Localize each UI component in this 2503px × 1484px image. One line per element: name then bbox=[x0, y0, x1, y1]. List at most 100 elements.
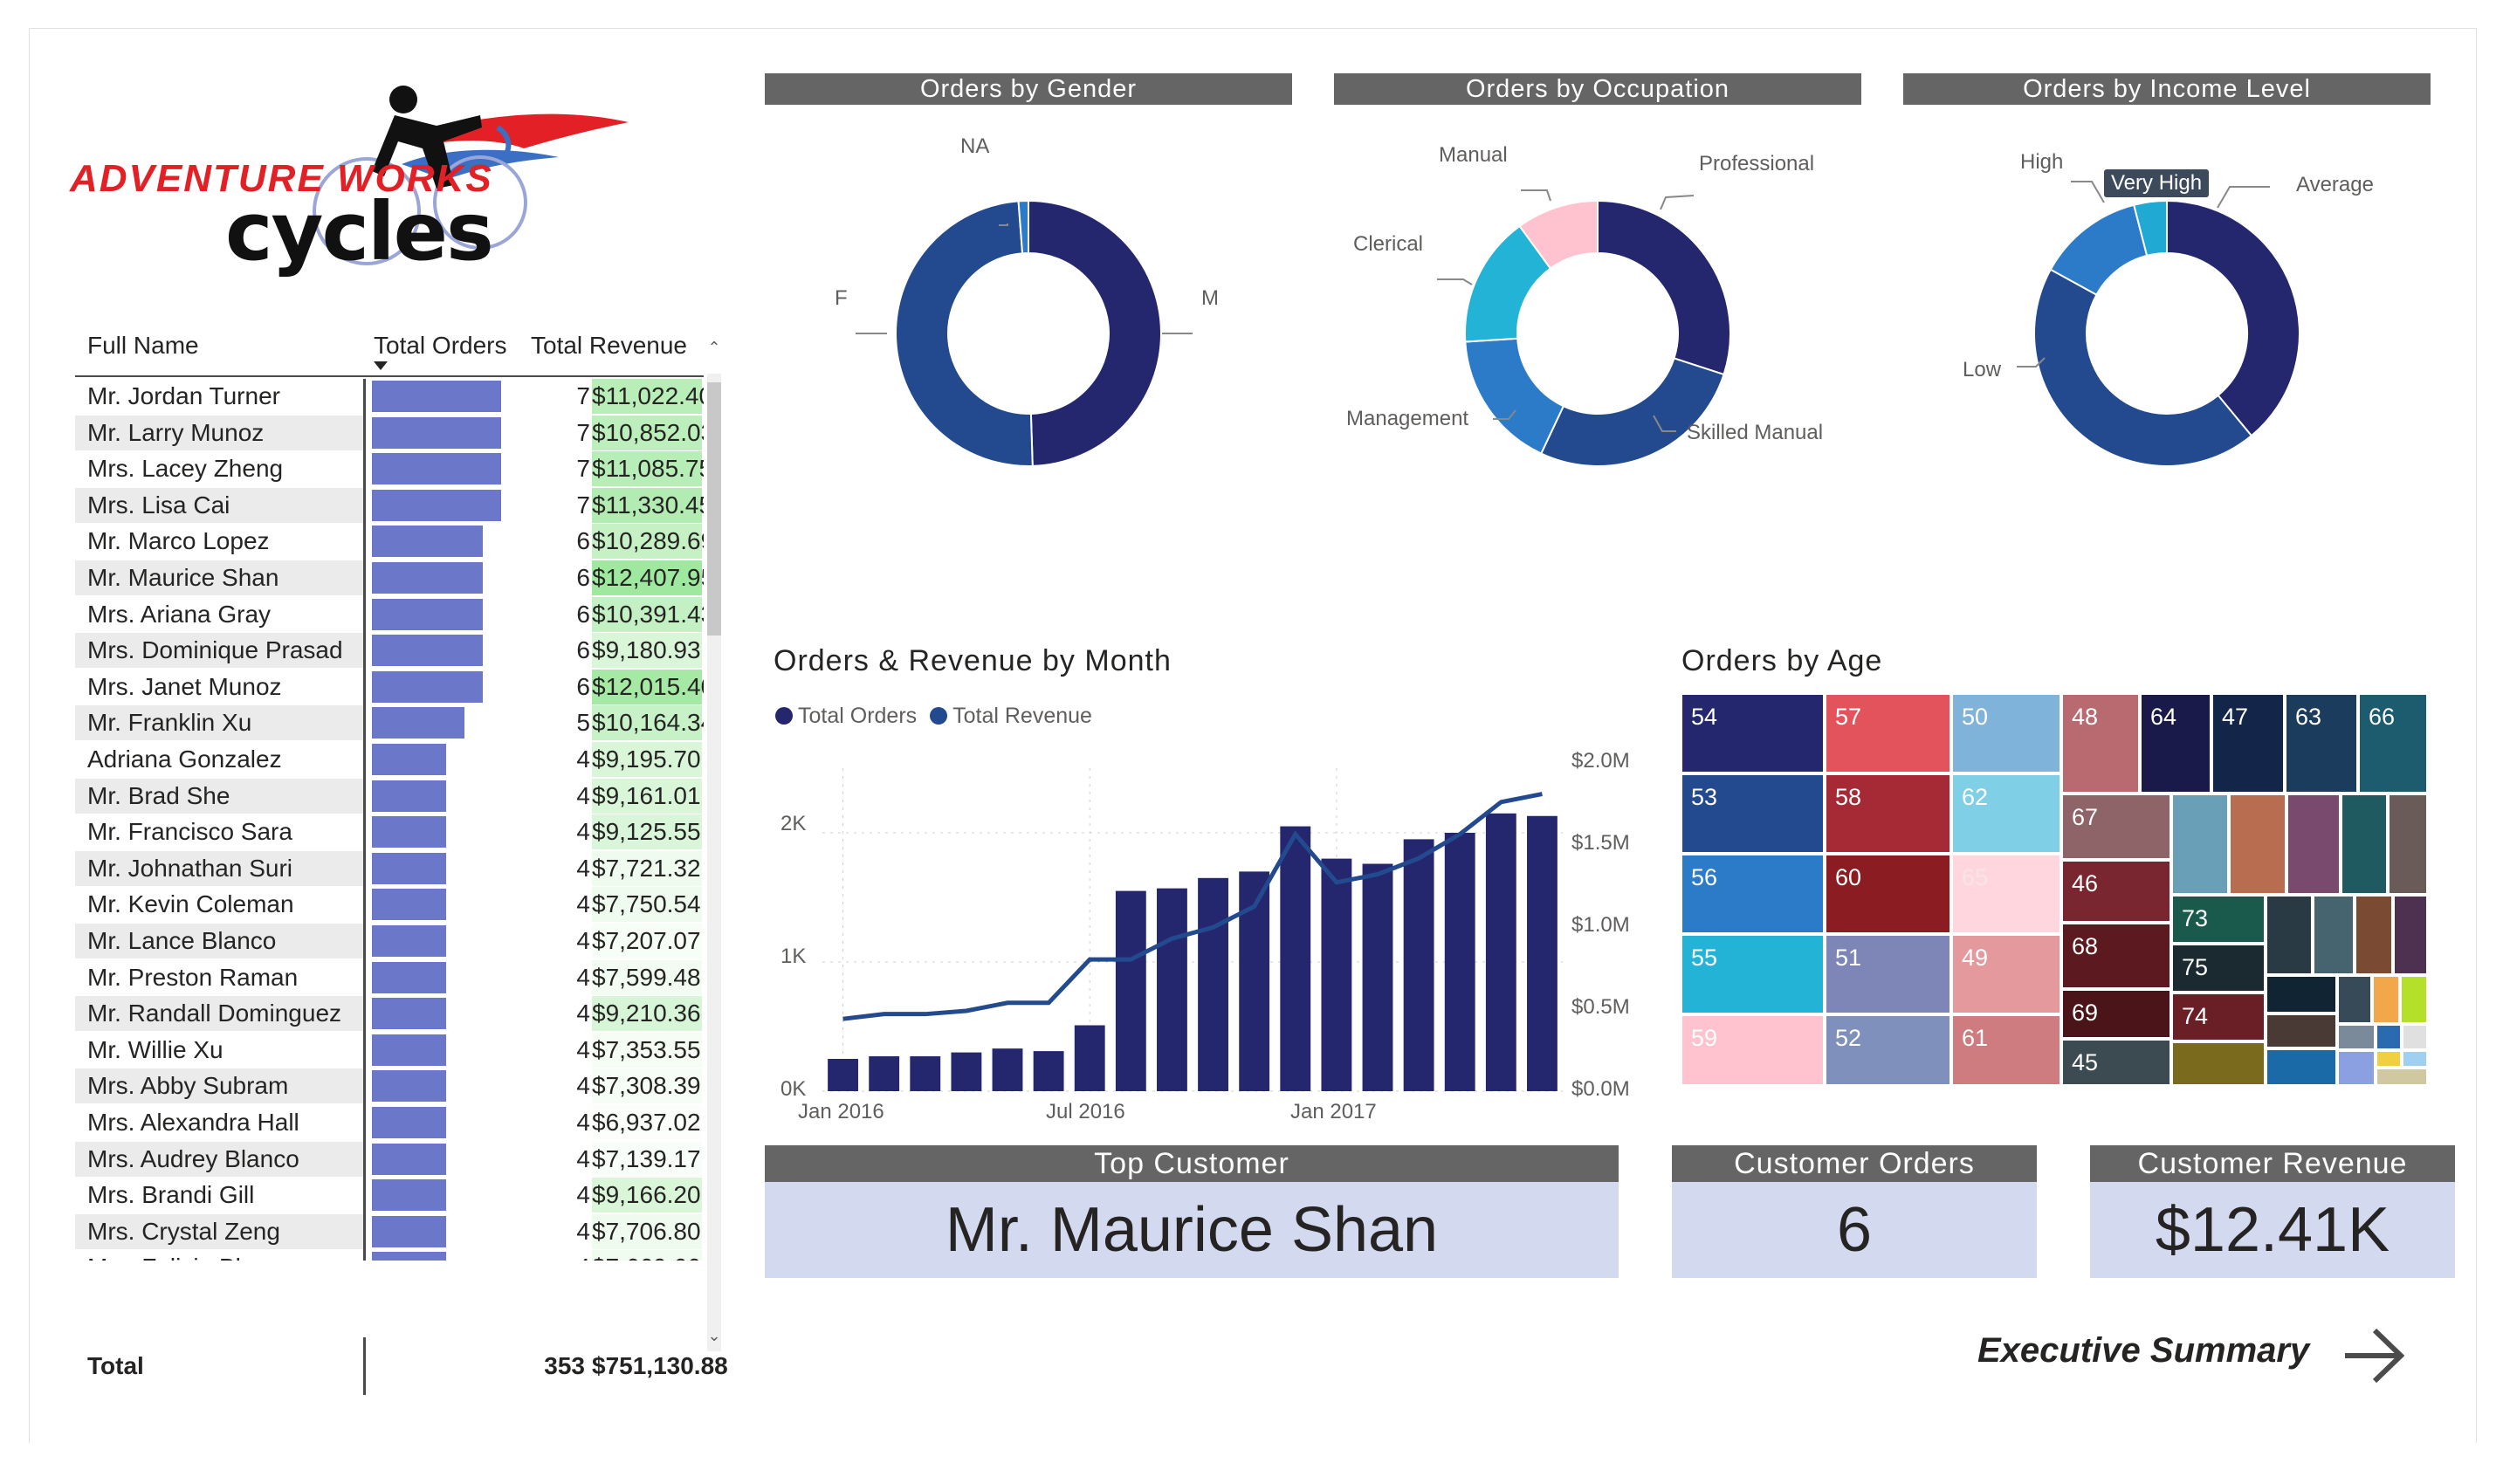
income-slice-3[interactable] bbox=[2132, 199, 2168, 258]
orders-bar[interactable] bbox=[1198, 877, 1228, 1091]
table-row[interactable]: Mr. Preston Raman 4 $7,599.48 bbox=[75, 959, 704, 997]
age-tile-47[interactable]: 47 bbox=[2211, 693, 2285, 794]
age-tile[interactable] bbox=[2337, 975, 2372, 1024]
gender-donut-chart[interactable] bbox=[765, 105, 1292, 475]
age-tile-57[interactable]: 57 bbox=[1825, 693, 1951, 773]
table-row[interactable]: Mrs. Brandi Gill 4 $9,166.20 bbox=[75, 1178, 704, 1215]
age-tile[interactable] bbox=[2402, 1050, 2428, 1068]
age-tile[interactable] bbox=[2337, 1024, 2376, 1050]
table-row[interactable]: Mrs. Audrey Blanco 4 $7,139.17 bbox=[75, 1141, 704, 1178]
age-tile[interactable] bbox=[2402, 1024, 2428, 1050]
table-row[interactable]: Mr. Franklin Xu 5 $10,164.34 bbox=[75, 705, 704, 743]
age-tile-54[interactable]: 54 bbox=[1681, 693, 1825, 773]
table-row[interactable]: Mrs. Alexandra Hall 4 $6,937.02 bbox=[75, 1105, 704, 1142]
age-tile-46[interactable]: 46 bbox=[2061, 860, 2171, 923]
income-donut-chart[interactable] bbox=[1903, 105, 2431, 475]
age-tile[interactable] bbox=[2266, 895, 2313, 975]
table-row[interactable]: Mrs. Janet Munoz 6 $12,015.40 bbox=[75, 669, 704, 706]
age-tile[interactable] bbox=[2266, 1048, 2337, 1086]
header-total-revenue[interactable]: Total Revenue bbox=[531, 332, 688, 359]
table-row[interactable]: Mrs. Crystal Zeng 4 $7,706.80 bbox=[75, 1213, 704, 1251]
age-tile-65[interactable]: 65 bbox=[1951, 854, 2061, 934]
age-tile[interactable] bbox=[2229, 794, 2286, 895]
scroll-up-icon[interactable]: ⌃ bbox=[707, 339, 721, 356]
table-row[interactable]: Mr. Lance Blanco 4 $7,207.07 bbox=[75, 924, 704, 960]
age-tile-61[interactable]: 61 bbox=[1951, 1014, 2061, 1086]
table-row[interactable]: Mr. Larry Munoz 7 $10,852.03 bbox=[75, 415, 704, 452]
orders-bar[interactable] bbox=[1157, 888, 1187, 1091]
age-tile-67[interactable]: 67 bbox=[2061, 794, 2171, 860]
table-row[interactable]: Adriana Gonzalez 4 $9,195.70 bbox=[75, 742, 704, 779]
age-tile-50[interactable]: 50 bbox=[1951, 693, 2061, 773]
orders-bar[interactable] bbox=[1074, 1025, 1105, 1091]
age-tile-73[interactable]: 73 bbox=[2171, 895, 2266, 944]
age-tile[interactable] bbox=[2266, 1013, 2337, 1048]
combo-legend[interactable]: Total Orders Total Revenue bbox=[775, 704, 1092, 729]
age-tile-59[interactable]: 59 bbox=[1681, 1014, 1825, 1086]
table-row[interactable]: Mrs. Dominique Prasad 6 $9,180.93 bbox=[75, 633, 704, 670]
age-tile-58[interactable]: 58 bbox=[1825, 773, 1951, 854]
header-total-orders[interactable]: Total Orders bbox=[374, 332, 507, 359]
age-tile-51[interactable]: 51 bbox=[1825, 934, 1951, 1014]
age-tile[interactable] bbox=[2372, 975, 2400, 1024]
age-tile-62[interactable]: 62 bbox=[1951, 773, 2061, 854]
orders-bar[interactable] bbox=[1321, 858, 1352, 1091]
occupation-slice-4[interactable] bbox=[1518, 199, 1599, 270]
table-row[interactable]: Mr. Johnathan Suri 4 $7,721.32 bbox=[75, 850, 704, 888]
age-tile[interactable] bbox=[2171, 794, 2229, 895]
sort-descending-icon[interactable] bbox=[374, 361, 388, 370]
age-tile[interactable] bbox=[2388, 794, 2428, 895]
executive-summary-label[interactable]: Executive Summary bbox=[1977, 1331, 2310, 1370]
orders-bar[interactable] bbox=[1033, 1051, 1064, 1091]
income-slice-0[interactable] bbox=[2166, 199, 2300, 437]
table-row[interactable]: Mrs. Ariana Gray 6 $10,391.43 bbox=[75, 596, 704, 634]
age-tile-53[interactable]: 53 bbox=[1681, 773, 1825, 854]
orders-bar[interactable] bbox=[1485, 813, 1516, 1091]
orders-bar[interactable] bbox=[1444, 833, 1475, 1091]
age-tile-60[interactable]: 60 bbox=[1825, 854, 1951, 934]
executive-summary-link[interactable]: Executive Summary bbox=[1977, 1331, 2309, 1371]
orders-bar[interactable] bbox=[1403, 839, 1434, 1091]
income-slice-1[interactable] bbox=[2033, 268, 2253, 467]
orders-bar[interactable] bbox=[828, 1059, 858, 1091]
age-tile[interactable] bbox=[2286, 794, 2341, 895]
age-tile[interactable] bbox=[2376, 1024, 2402, 1050]
table-scroll-thumb[interactable] bbox=[707, 382, 721, 636]
age-tile-52[interactable]: 52 bbox=[1825, 1014, 1951, 1086]
age-tile-74[interactable]: 74 bbox=[2171, 993, 2266, 1041]
gender-slice-0[interactable] bbox=[1028, 199, 1162, 467]
age-tile-66[interactable]: 66 bbox=[2358, 693, 2428, 794]
orders-bar[interactable] bbox=[1527, 815, 1557, 1091]
age-tile[interactable] bbox=[2376, 1068, 2428, 1086]
header-full-name[interactable]: Full Name bbox=[87, 332, 199, 359]
table-row[interactable]: Mr. Marco Lopez 6 $10,289.69 bbox=[75, 524, 704, 561]
table-row[interactable]: Mr. Randall Dominguez 4 $9,210.36 bbox=[75, 996, 704, 1034]
orders-bar[interactable] bbox=[869, 1056, 900, 1091]
scroll-down-icon[interactable]: ⌄ bbox=[707, 1327, 721, 1344]
orders-bar[interactable] bbox=[1280, 826, 1311, 1091]
revenue-line[interactable] bbox=[842, 792, 1543, 1021]
orders-bar[interactable] bbox=[910, 1056, 941, 1091]
table-row[interactable]: Mr. Francisco Sara 4 $9,125.55 bbox=[75, 814, 704, 852]
age-tile-68[interactable]: 68 bbox=[2061, 923, 2171, 989]
age-tile[interactable] bbox=[2337, 1050, 2376, 1086]
occupation-slice-1[interactable] bbox=[1539, 357, 1725, 467]
table-row[interactable]: Mrs. Lacey Zheng 7 $11,085.75 bbox=[75, 451, 704, 489]
age-tile-55[interactable]: 55 bbox=[1681, 934, 1825, 1014]
age-tile-48[interactable]: 48 bbox=[2061, 693, 2140, 794]
occupation-donut-chart[interactable] bbox=[1334, 105, 1861, 475]
age-tile[interactable] bbox=[2393, 895, 2428, 975]
age-tile-45[interactable]: 45 bbox=[2061, 1039, 2171, 1086]
table-row[interactable]: Mr. Willie Xu 4 $7,353.55 bbox=[75, 1032, 704, 1069]
orders-bar[interactable] bbox=[951, 1052, 982, 1091]
age-tile[interactable] bbox=[2171, 1041, 2266, 1086]
orders-revenue-combo-chart[interactable] bbox=[768, 742, 1615, 1135]
orders-bar[interactable] bbox=[1362, 863, 1393, 1091]
age-tile-69[interactable]: 69 bbox=[2061, 989, 2171, 1039]
age-tile-64[interactable]: 64 bbox=[2140, 693, 2211, 794]
arrow-right-icon[interactable] bbox=[2340, 1325, 2410, 1386]
age-tile[interactable] bbox=[2341, 794, 2388, 895]
occupation-slice-0[interactable] bbox=[1597, 199, 1731, 376]
gender-slice-1[interactable] bbox=[895, 200, 1034, 467]
age-tile[interactable] bbox=[2313, 895, 2355, 975]
